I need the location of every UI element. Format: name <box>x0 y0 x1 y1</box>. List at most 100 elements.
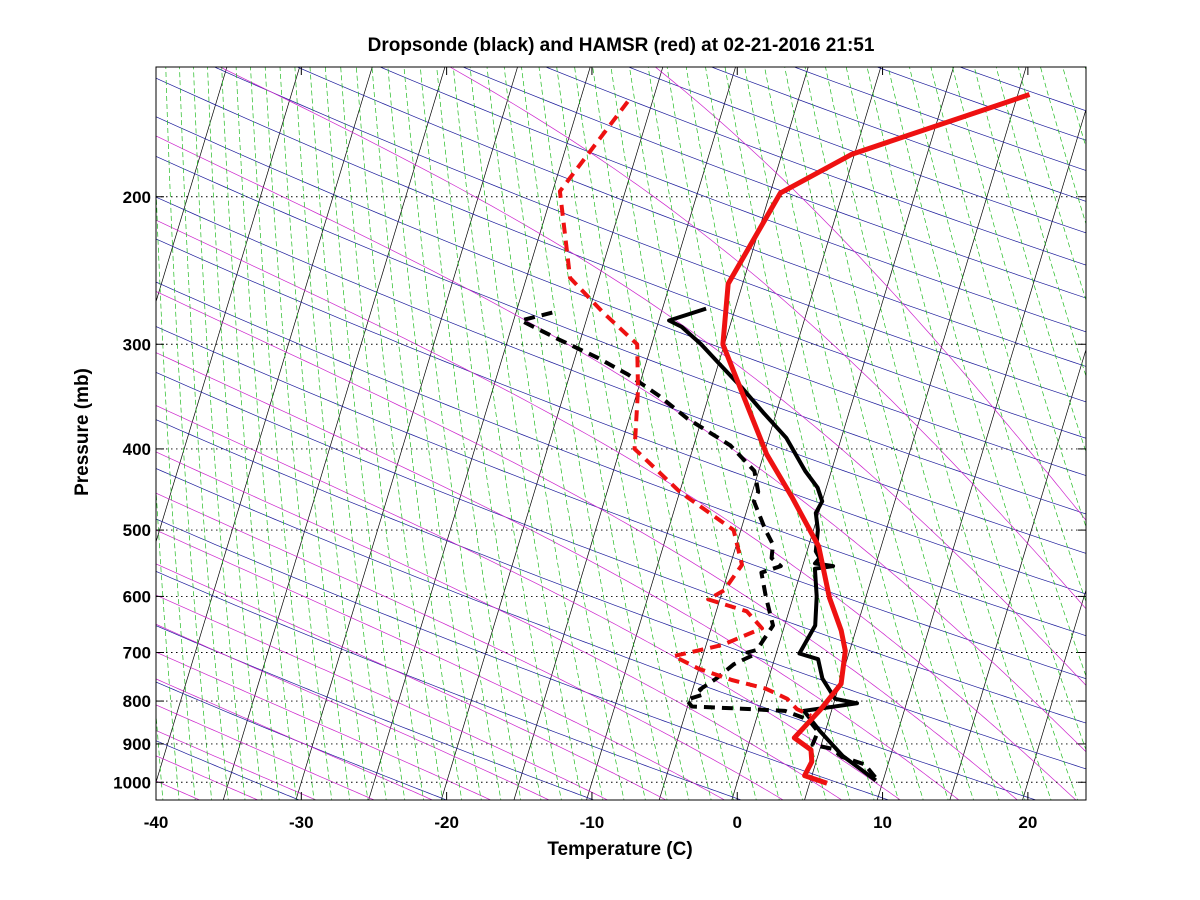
moist-adiabat-line <box>156 352 960 800</box>
moist-adiabat-line <box>156 678 434 800</box>
mixing-ratio-line <box>784 67 974 800</box>
chart-title: Dropsonde (black) and HAMSR (red) at 02-… <box>368 35 875 56</box>
isotherm-line <box>731 67 954 800</box>
mixing-ratio-line <box>419 67 522 800</box>
dry-adiabat-line <box>156 238 1086 595</box>
mixing-ratio-line <box>995 67 1086 378</box>
dry-adiabat-line <box>156 196 1086 554</box>
mixing-ratio-line <box>436 67 542 800</box>
x-tick-label: 0 <box>733 813 742 832</box>
dry-adiabat-line <box>156 155 1086 515</box>
mixing-ratio-line <box>845 67 1052 800</box>
mixing-ratio-line <box>324 67 406 800</box>
dry-adiabat-line <box>296 67 1086 367</box>
mixing-ratio-line <box>452 67 562 800</box>
isotherm-line <box>156 67 228 303</box>
dry-adiabat-line <box>156 326 1086 680</box>
x-tick-label: -30 <box>289 813 314 832</box>
mixing-ratio-line <box>355 67 443 800</box>
mixing-ratio-line <box>503 67 625 800</box>
mixing-ratio-line <box>165 67 213 800</box>
moist-adiabat-line <box>156 623 550 800</box>
y-tick-label: 700 <box>123 643 151 662</box>
mixing-ratio-line <box>469 67 583 800</box>
mixing-ratio-line <box>556 67 690 800</box>
dry-adiabat-line <box>156 518 890 800</box>
mixing-ratio-line <box>371 67 463 800</box>
isotherm-line <box>586 67 809 800</box>
isotherm-line <box>368 67 591 800</box>
dry-adiabat-line <box>156 371 1086 724</box>
mixing-ratio-line <box>279 67 351 800</box>
mixing-ratio-line <box>207 67 263 800</box>
y-tick-label: 1000 <box>113 773 151 792</box>
dry-adiabat-line <box>156 116 1086 476</box>
mixing-ratio-line <box>156 179 196 800</box>
y-axis: 200 300 400 500 600 700 800 900 1000 <box>113 188 1086 792</box>
isotherm-line <box>876 108 1086 800</box>
y-tick-label: 600 <box>123 587 151 606</box>
dry-adiabat-line <box>156 419 1086 770</box>
y-tick-label: 900 <box>123 735 151 754</box>
y-axis-label: Pressure (mb) <box>72 368 93 496</box>
moist-adiabat-line <box>156 291 1018 800</box>
mixing-ratio-line <box>592 67 734 800</box>
mixing-ratio-line <box>340 67 424 800</box>
x-tick-label: -10 <box>580 813 605 832</box>
y-tick-label: 300 <box>123 335 151 354</box>
mixing-ratio-line <box>610 67 757 800</box>
x-tick-label: -20 <box>434 813 459 832</box>
mixing-ratio-line <box>156 709 164 800</box>
dry-adiabat-line <box>156 625 595 800</box>
sounding-series <box>518 92 1031 786</box>
moist-adiabat-line <box>654 67 1086 521</box>
mixing-ratio-line <box>866 67 1078 800</box>
moist-adiabat-line <box>156 529 726 800</box>
dry-adiabat-line <box>379 67 1086 333</box>
moist-adiabat-line <box>156 730 317 800</box>
y-tick-label: 200 <box>123 188 151 207</box>
mixing-ratio-line <box>235 67 297 800</box>
mixing-ratio-line <box>193 67 246 800</box>
mixing-ratio-line <box>930 67 1086 603</box>
series-line-4 <box>557 100 812 718</box>
plot-area <box>156 67 1086 800</box>
mixing-ratio-line <box>521 67 646 800</box>
x-tick-label: 20 <box>1018 813 1037 832</box>
mixing-ratio-line <box>804 67 1000 800</box>
isotherm-line <box>222 67 446 800</box>
moist-adiabat-line <box>156 451 843 800</box>
mixing-ratio-line <box>294 67 369 800</box>
dry-adiabat-line <box>156 77 1086 439</box>
mixing-ratio-line <box>744 67 924 800</box>
dry-adiabat-line <box>213 67 1086 403</box>
mixing-ratio-line <box>952 67 1086 529</box>
dry-adiabat-line <box>156 468 1038 800</box>
x-axis-label: Temperature (C) <box>547 839 692 860</box>
mixing-ratio-line <box>538 67 668 800</box>
mixing-ratio-line <box>486 67 604 800</box>
mixing-ratio-line <box>647 67 803 800</box>
moist-adiabat-line <box>156 492 784 800</box>
moist-adiabat-line <box>156 594 609 800</box>
isobar-gridlines <box>156 196 1086 783</box>
x-axis: -40 -30 -20 -10 0 10 20 <box>144 67 1037 832</box>
x-tick-label: 10 <box>873 813 892 832</box>
y-tick-label: 800 <box>123 692 151 711</box>
x-tick-label: -40 <box>144 813 169 832</box>
background-thermo-lines <box>156 67 1086 800</box>
y-tick-label: 500 <box>123 521 151 540</box>
moist-adiabat-line <box>156 563 667 800</box>
mixing-ratio-line <box>764 67 949 800</box>
isotherm-line <box>156 67 373 784</box>
mixing-ratio-line <box>264 67 333 800</box>
mixing-ratio-line <box>973 67 1086 454</box>
series-line-3 <box>720 92 1031 786</box>
dry-adiabat-line <box>156 740 301 800</box>
isotherm-line <box>949 348 1086 800</box>
mixing-ratio-line <box>825 67 1026 800</box>
isotherm-line <box>1022 588 1086 800</box>
plot-frame <box>155 66 1087 801</box>
mixing-ratio-line <box>250 67 315 800</box>
isotherm-line <box>295 67 518 800</box>
